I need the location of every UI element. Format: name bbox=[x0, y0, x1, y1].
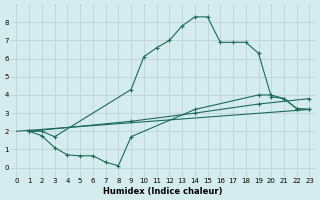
X-axis label: Humidex (Indice chaleur): Humidex (Indice chaleur) bbox=[103, 187, 223, 196]
